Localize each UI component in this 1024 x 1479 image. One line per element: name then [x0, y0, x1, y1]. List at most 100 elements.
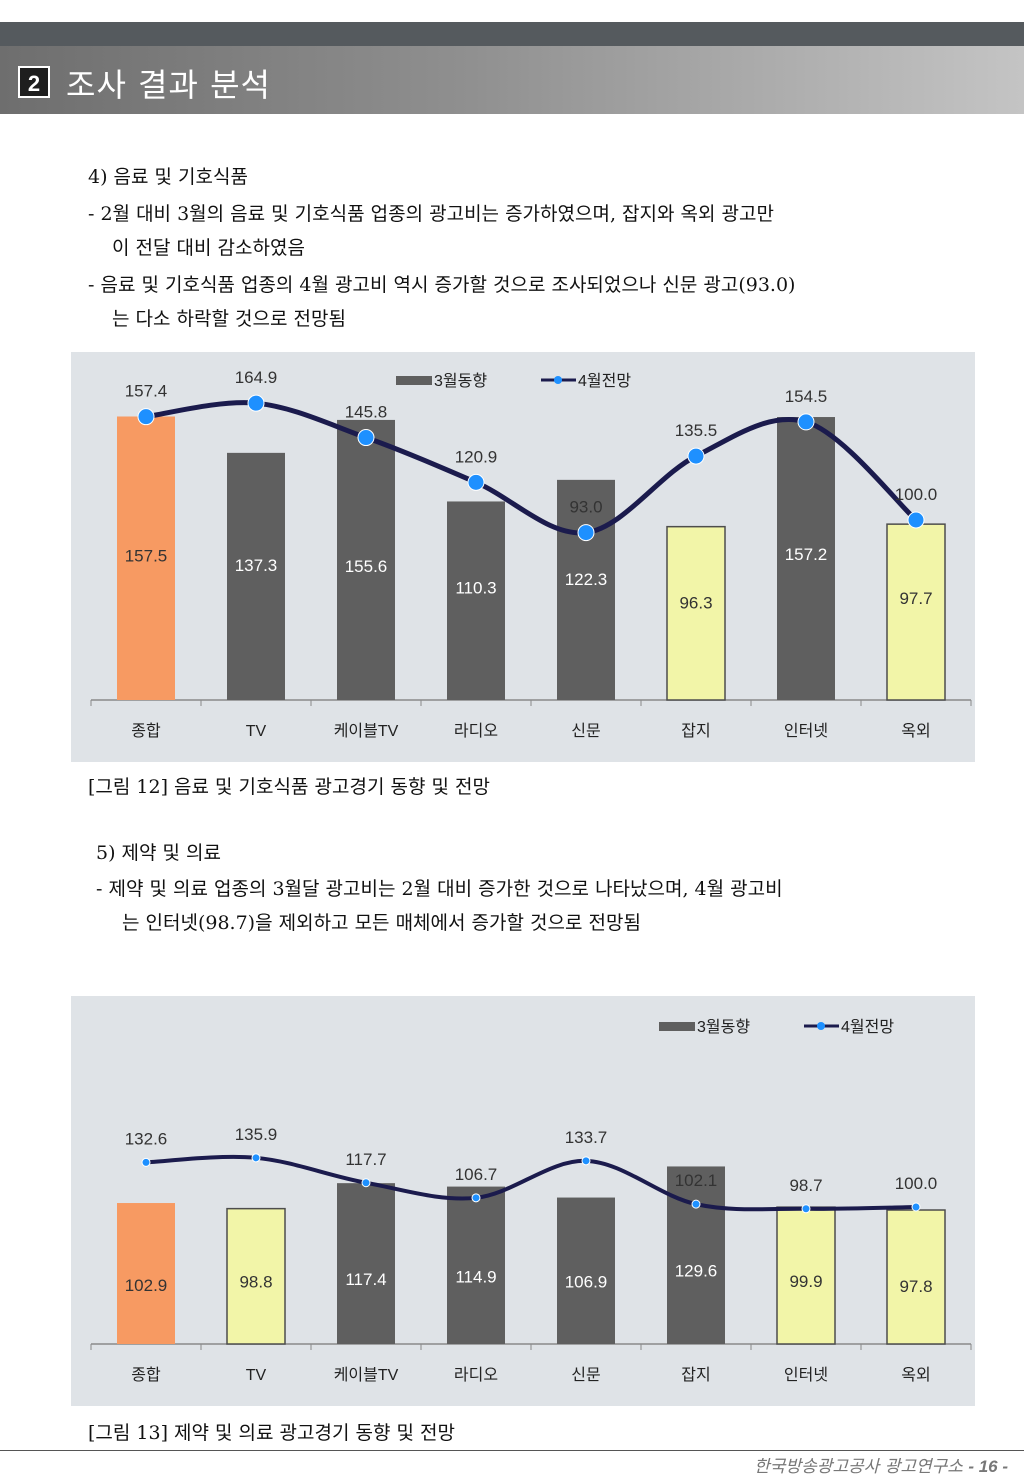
bullet-1-line-1: - 2월 대비 3월의 음료 및 기호식품 업종의 광고비는 증가하였으며, 잡… — [88, 203, 774, 225]
legend-bar-swatch — [659, 1022, 695, 1031]
bar-3월동향 — [117, 1203, 175, 1344]
legend-label: 4월전망 — [841, 1018, 894, 1036]
category-label: TV — [246, 1367, 267, 1384]
line-marker — [357, 429, 375, 447]
bar-value-label: 97.8 — [899, 1277, 932, 1296]
bar-value-label: 97.7 — [899, 589, 932, 608]
bar-value-label: 102.9 — [125, 1276, 168, 1295]
bar-value-label: 96.3 — [679, 594, 712, 613]
line-value-label: 120.9 — [455, 447, 498, 466]
line-value-label: 157.4 — [125, 382, 168, 401]
line-marker — [911, 1202, 921, 1212]
line-marker — [471, 1193, 481, 1203]
line-marker — [581, 1156, 591, 1166]
line-marker — [687, 447, 705, 465]
heading-pharma: 5) 제약 및 의료 — [96, 842, 222, 864]
bar-3월동향 — [886, 523, 946, 701]
bar-value-label: 117.4 — [345, 1270, 386, 1289]
line-4월전망 — [144, 1154, 918, 1212]
bar-3월동향 — [557, 1197, 615, 1344]
bar-value-label: 99.9 — [789, 1272, 822, 1291]
chart-pharma: 102.9 98.8 117.4 114.9 106.9 129.6 99.9 97.8 종합 T… — [71, 996, 975, 1406]
legend-marker — [817, 1022, 825, 1030]
bar-value-label: 106.9 — [565, 1273, 608, 1292]
line-value-label: 117.7 — [345, 1150, 386, 1169]
line-marker — [137, 408, 155, 426]
bar-value-label: 157.5 — [125, 547, 168, 566]
bar-3월동향 — [777, 417, 835, 700]
line-marker — [907, 511, 925, 529]
bar-value-label: 157.2 — [785, 545, 828, 564]
bar-3월동향 — [337, 419, 395, 700]
footer: 한국방송광고공사 광고연구소 - 16 - — [754, 1452, 1008, 1477]
bar-3월동향 — [227, 452, 285, 700]
bar-3월동향 — [886, 1209, 946, 1345]
category-label: 케이블TV — [334, 722, 399, 740]
line-value-label: 102.1 — [675, 1171, 718, 1190]
chart-svg: 157.5 137.3 155.6 110.3 122.3 96.3 157.2 97.7 종합… — [90, 368, 972, 740]
legend-label: 4월전망 — [578, 372, 631, 390]
line-value-label: 135.9 — [235, 1125, 278, 1144]
line-marker — [577, 524, 595, 542]
category-label: 신문 — [571, 722, 600, 740]
bullet-1-line-2: 이 전달 대비 감소하였음 — [112, 237, 305, 259]
bar-3월동향 — [117, 416, 175, 700]
section-header — [0, 46, 1024, 114]
bar-3월동향 — [447, 1186, 505, 1344]
pharma-bullet-line-2: 는 인터넷(98.7)을 제외하고 모든 매체에서 증가할 것으로 전망됨 — [122, 912, 641, 934]
category-label: 인터넷 — [784, 722, 828, 740]
bar-value-label: 155.6 — [345, 557, 388, 576]
page-number: - 16 - — [968, 1457, 1008, 1476]
category-label: 옥외 — [901, 1366, 930, 1384]
pharma-bullet-line-1: - 제약 및 의료 업종의 3월달 광고비는 2월 대비 증가한 것으로 나타났… — [96, 878, 783, 900]
bar-3월동향 — [337, 1183, 395, 1344]
heading-beverage: 4) 음료 및 기호식품 — [88, 166, 248, 188]
bar-value-label: 137.3 — [235, 556, 278, 575]
line-value-label: 164.9 — [235, 368, 278, 387]
line-marker — [691, 1199, 701, 1209]
caption-figure-13: [그림 13] 제약 및 의료 광고경기 동향 및 전망 — [88, 1422, 455, 1444]
line-value-label: 106.7 — [455, 1165, 498, 1184]
bar-value-label: 129.6 — [675, 1261, 718, 1280]
line-value-label: 100.0 — [895, 485, 938, 504]
line-value-label: 93.0 — [569, 498, 602, 517]
line-value-label: 98.7 — [789, 1176, 822, 1195]
legend-bar-swatch — [396, 376, 432, 385]
category-label: 케이블TV — [334, 1366, 399, 1384]
category-label: 라디오 — [454, 722, 498, 740]
section-title: 조사 결과 분석 — [66, 66, 271, 104]
line-marker — [797, 413, 815, 431]
category-label: 종합 — [131, 1366, 161, 1384]
category-label: 신문 — [571, 1366, 600, 1384]
category-label: 라디오 — [454, 1366, 498, 1384]
line-marker — [361, 1178, 371, 1188]
chart-svg: 102.9 98.8 117.4 114.9 106.9 129.6 99.9 97.8 종합 T… — [90, 1018, 972, 1384]
category-label: 잡지 — [681, 1366, 710, 1384]
bar-value-label: 122.3 — [565, 570, 608, 589]
category-label: 종합 — [131, 722, 161, 740]
bar-value-label: 114.9 — [455, 1268, 496, 1287]
category-label: 잡지 — [681, 722, 710, 740]
bullet-2-line-1: - 음료 및 기호식품 업종의 4월 광고비 역시 증가할 것으로 조사되었으나… — [88, 274, 796, 296]
footer-org: 한국방송광고공사 광고연구소 — [754, 1457, 963, 1477]
line-marker — [141, 1157, 151, 1167]
bar-3월동향 — [226, 1207, 286, 1345]
chart-beverage: 157.5 137.3 155.6 110.3 122.3 96.3 157.2 97.7 종합… — [71, 352, 975, 762]
top-bar — [0, 22, 1024, 46]
bar-value-label: 98.8 — [239, 1273, 272, 1292]
legend-label: 3월동향 — [697, 1018, 750, 1036]
line-marker — [247, 394, 265, 412]
line-value-label: 132.6 — [125, 1129, 168, 1148]
bar-3월동향 — [667, 1166, 725, 1344]
line-value-label: 135.5 — [675, 421, 718, 440]
bar-value-label: 110.3 — [455, 578, 496, 597]
caption-figure-12: [그림 12] 음료 및 기호식품 광고경기 동향 및 전망 — [88, 776, 490, 798]
legend-label: 3월동향 — [434, 372, 487, 390]
line-value-label: 100.0 — [895, 1174, 938, 1193]
category-label: 인터넷 — [784, 1366, 828, 1384]
footer-rule — [0, 1450, 1024, 1451]
line-marker — [251, 1153, 261, 1163]
line-marker — [801, 1204, 811, 1214]
line-value-label: 145.8 — [345, 403, 388, 422]
bar-3월동향 — [666, 525, 726, 701]
